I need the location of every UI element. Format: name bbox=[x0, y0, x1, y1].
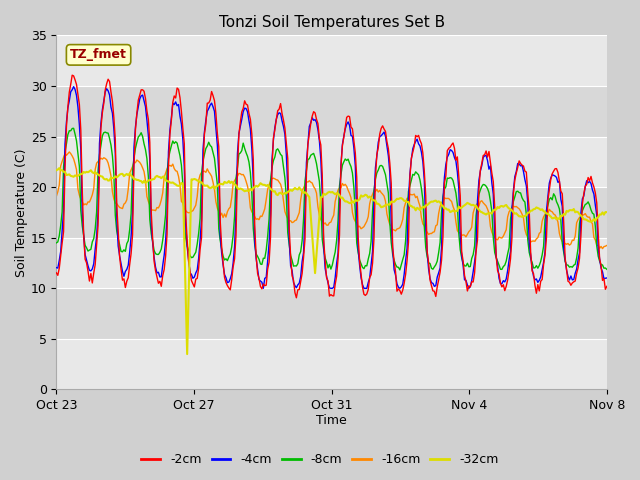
-8cm bbox=[52, 240, 60, 246]
-2cm bbox=[339, 143, 346, 149]
Bar bbox=[56, 36, 607, 86]
-4cm bbox=[259, 286, 267, 291]
-32cm bbox=[73, 173, 81, 179]
-2cm bbox=[448, 142, 456, 148]
Bar bbox=[56, 187, 607, 238]
-4cm bbox=[70, 84, 77, 90]
-16cm bbox=[602, 243, 609, 249]
-2cm bbox=[292, 295, 300, 300]
-16cm bbox=[52, 193, 60, 199]
Bar bbox=[56, 86, 607, 136]
Title: Tonzi Soil Temperatures Set B: Tonzi Soil Temperatures Set B bbox=[218, 15, 445, 30]
-4cm bbox=[73, 93, 81, 98]
-2cm bbox=[73, 82, 81, 87]
-32cm bbox=[183, 351, 191, 357]
-4cm bbox=[90, 261, 97, 267]
-32cm bbox=[530, 206, 538, 212]
-4cm bbox=[530, 274, 538, 279]
-16cm bbox=[528, 238, 536, 244]
-8cm bbox=[70, 125, 77, 131]
-4cm bbox=[52, 265, 60, 271]
-2cm bbox=[90, 270, 97, 276]
-16cm bbox=[598, 246, 606, 252]
-2cm bbox=[530, 271, 538, 276]
-16cm bbox=[337, 185, 345, 191]
-16cm bbox=[446, 197, 454, 203]
-2cm bbox=[52, 270, 60, 276]
Bar bbox=[56, 288, 607, 339]
-32cm bbox=[448, 209, 456, 215]
Line: -8cm: -8cm bbox=[56, 128, 607, 270]
-32cm bbox=[602, 209, 609, 215]
-16cm bbox=[603, 242, 611, 248]
Bar bbox=[56, 136, 607, 187]
Line: -4cm: -4cm bbox=[56, 87, 607, 288]
-8cm bbox=[530, 265, 538, 271]
-8cm bbox=[603, 266, 611, 272]
-8cm bbox=[448, 175, 456, 181]
Y-axis label: Soil Temperature (C): Soil Temperature (C) bbox=[15, 148, 28, 276]
-4cm bbox=[602, 276, 609, 281]
Line: -32cm: -32cm bbox=[56, 168, 607, 354]
Bar bbox=[56, 339, 607, 389]
X-axis label: Time: Time bbox=[316, 414, 347, 427]
-16cm bbox=[73, 167, 81, 173]
-8cm bbox=[337, 172, 345, 178]
-16cm bbox=[65, 149, 73, 155]
-8cm bbox=[396, 267, 404, 273]
-4cm bbox=[448, 148, 456, 154]
-32cm bbox=[90, 170, 97, 176]
-32cm bbox=[339, 195, 346, 201]
-32cm bbox=[52, 168, 60, 173]
-8cm bbox=[602, 265, 609, 271]
-4cm bbox=[339, 142, 346, 147]
Line: -16cm: -16cm bbox=[56, 152, 607, 249]
-2cm bbox=[602, 287, 609, 292]
-32cm bbox=[56, 165, 63, 171]
Text: TZ_fmet: TZ_fmet bbox=[70, 48, 127, 61]
-4cm bbox=[603, 275, 611, 281]
Bar bbox=[56, 238, 607, 288]
-2cm bbox=[603, 284, 611, 289]
-32cm bbox=[603, 209, 611, 215]
-16cm bbox=[90, 186, 97, 192]
Legend: -2cm, -4cm, -8cm, -16cm, -32cm: -2cm, -4cm, -8cm, -16cm, -32cm bbox=[136, 448, 504, 471]
-2cm bbox=[68, 72, 76, 78]
-8cm bbox=[90, 236, 97, 241]
Line: -2cm: -2cm bbox=[56, 75, 607, 298]
-8cm bbox=[73, 138, 81, 144]
